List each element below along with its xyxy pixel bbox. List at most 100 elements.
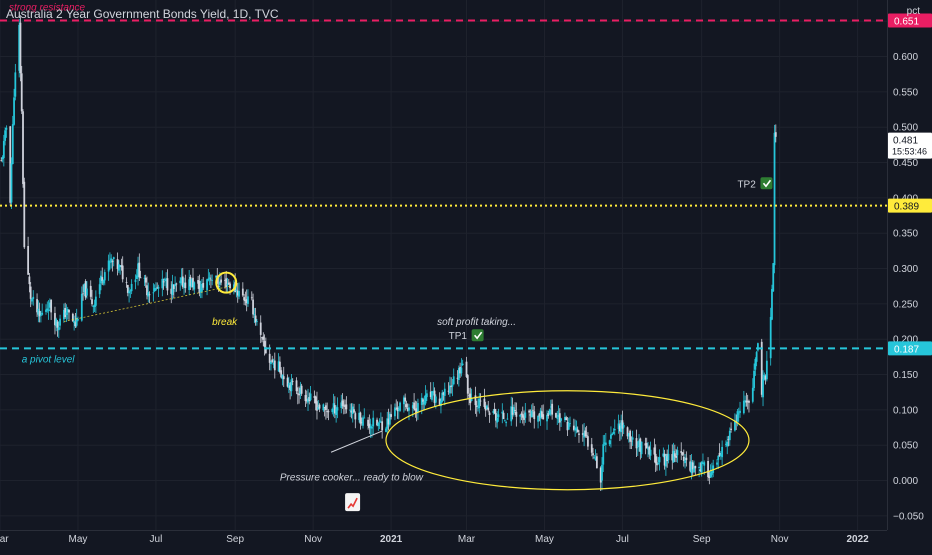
candle-body (147, 292, 150, 297)
candle-body (514, 409, 516, 411)
candle-body (425, 393, 428, 398)
candle-body (764, 376, 767, 380)
candle-body (282, 376, 285, 380)
level-price-tag[interactable] (888, 341, 932, 356)
candle-body (578, 433, 580, 435)
candle-body (488, 412, 491, 416)
consolidation-ellipse (385, 390, 750, 491)
level-price-tag[interactable] (888, 198, 932, 213)
candle-body (395, 408, 398, 410)
x-tick-label: 2022 (846, 534, 869, 545)
candle-body (440, 401, 442, 407)
candle-body (581, 433, 584, 435)
candle-body (542, 414, 545, 420)
candle-body (644, 443, 647, 446)
candle-body (594, 458, 597, 461)
annotation-soft-profit: soft profit taking... (437, 317, 516, 328)
candle-body (307, 398, 309, 403)
candle-body (675, 455, 678, 458)
candle-body (190, 278, 193, 288)
candle-body (682, 456, 685, 461)
candles (0, 15, 777, 491)
candle-body (478, 398, 481, 409)
candle-body (128, 291, 130, 294)
candle-body (567, 423, 570, 430)
y-tick-label: 0.600 (893, 52, 918, 63)
candle-body (117, 264, 120, 271)
candle-body (250, 297, 253, 299)
candle-body (345, 404, 348, 410)
candle-body (39, 315, 42, 316)
candle-body (734, 420, 736, 431)
level-price-tag[interactable] (888, 13, 932, 28)
x-axis[interactable]: Mar May Jul Sep Nov 2021 Mar May Jul Sep Nov 2022 (0, 530, 887, 546)
candle-body (574, 429, 577, 431)
candle-body (451, 385, 454, 387)
candle-body (245, 299, 248, 304)
candle-body (532, 409, 534, 411)
candle-body (693, 468, 695, 473)
candle-body (143, 277, 146, 279)
candle-body (595, 456, 598, 469)
candle-body (11, 124, 14, 165)
candle-body (685, 457, 688, 461)
candle-body (474, 395, 477, 406)
candle-body (541, 411, 543, 417)
candle-body (495, 413, 497, 421)
candle-body (351, 406, 354, 415)
candle-body (459, 367, 462, 374)
pointer-line (330, 430, 383, 453)
y-axis-panel[interactable] (887, 0, 932, 550)
candle-body (575, 427, 578, 431)
check-icon (474, 331, 483, 340)
candle-body (20, 73, 23, 112)
candle-body (138, 262, 141, 278)
candle-body (27, 246, 30, 275)
candle-body (558, 413, 561, 423)
candle-body (372, 417, 375, 427)
candle-body (268, 353, 271, 363)
candle-body (368, 423, 371, 428)
candle-body (172, 284, 175, 289)
candle-body (19, 22, 22, 74)
candle-body (235, 289, 238, 291)
candle-body (753, 370, 755, 388)
candle-body (2, 141, 5, 159)
candle-body (443, 388, 446, 396)
candle-body (754, 358, 757, 370)
candle-body (279, 361, 281, 373)
candle-body (601, 464, 603, 481)
candle-body (667, 453, 670, 461)
candle-body (350, 410, 353, 413)
candle-body (689, 461, 692, 471)
candle-body (299, 387, 302, 395)
candle-body (417, 403, 419, 413)
candle-body (711, 471, 713, 475)
candle-body (572, 425, 575, 430)
candle-body (672, 450, 675, 463)
candle-body (362, 417, 364, 426)
candle-body (556, 417, 559, 419)
candle-body (14, 72, 17, 97)
candle-body (590, 444, 593, 453)
candle-body (86, 288, 88, 296)
candle-body (226, 283, 229, 286)
candle-body (192, 277, 194, 288)
candle-body (341, 400, 344, 407)
candle-body (157, 286, 160, 289)
candle-body (89, 285, 92, 297)
last-price-tag[interactable] (888, 132, 932, 159)
candle-body (280, 370, 283, 378)
y-axis[interactable]: −0.050 0.000 0.050 0.100 0.150 0.200 0.250 0.30… (887, 0, 932, 550)
candle-body (538, 413, 541, 417)
annotation-tp1: TP1 (449, 331, 468, 342)
candle-body (388, 413, 391, 425)
candle-body (163, 278, 166, 281)
candle-body (709, 472, 712, 477)
candle-body (547, 413, 550, 417)
candle-body (120, 265, 123, 268)
candle-body (511, 407, 514, 415)
candle-body (529, 414, 532, 416)
